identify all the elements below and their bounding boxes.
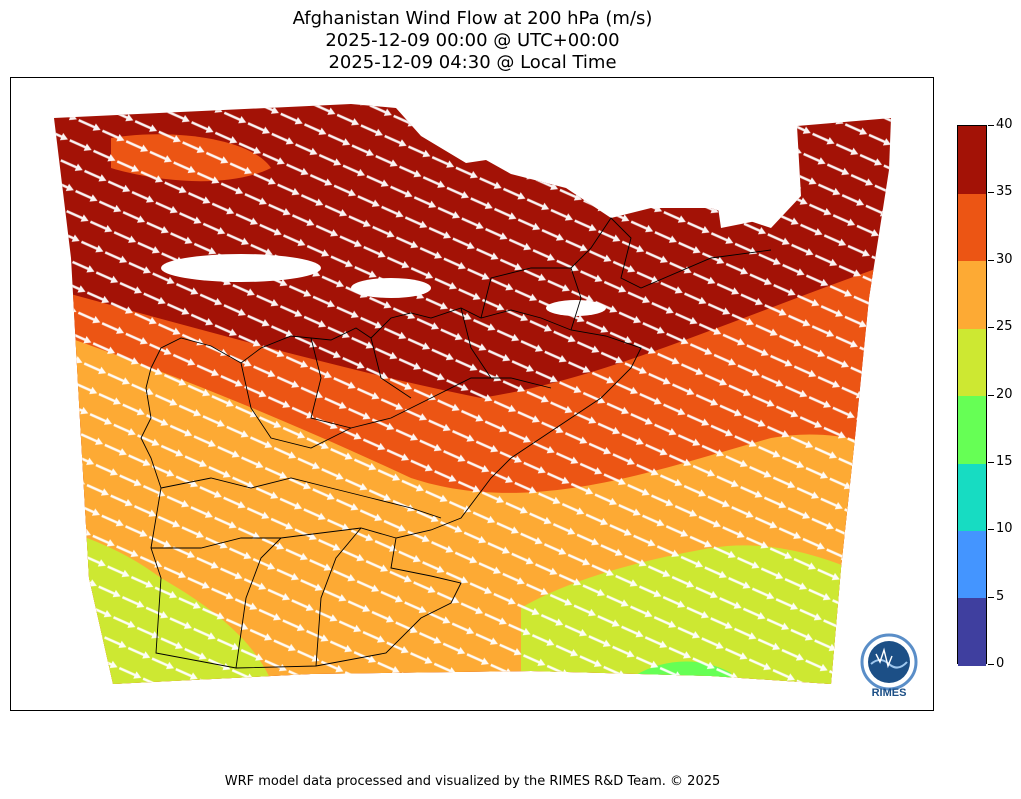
footer-credit: WRF model data processed and visualized … [224,774,721,789]
wind-speed-colorbar [957,125,987,666]
colorbar-tick-label: 25 [996,319,1013,334]
colorbar-tick [988,597,994,598]
colorbar-tick [988,327,994,328]
colorbar-segment [958,126,986,194]
colorbar-tick-label: 30 [996,252,1013,267]
colorbar-tick-label: 15 [996,454,1013,469]
colorbar-tick-label: 10 [996,521,1013,536]
colorbar-tick-label: 20 [996,387,1013,402]
colorbar-tick [988,395,994,396]
rimes-logo-icon: RIMES [856,632,922,700]
colorbar-segment [958,328,986,397]
title-line-3: 2025-12-09 04:30 @ Local Time [328,52,617,73]
colorbar-segment [958,462,986,531]
colorbar-segment [958,530,986,599]
title-line-1: Afghanistan Wind Flow at 200 hPa (m/s) [292,8,653,29]
colorbar-tick-label: 35 [996,184,1013,199]
colorbar-tick [988,260,994,261]
map-frame [10,77,934,711]
colorbar-segment [958,260,986,329]
colorbar-segment [958,193,986,262]
wind-speed-map [54,104,891,684]
colorbar-tick-label: 5 [996,589,1005,604]
colorbar-tick-label: 40 [996,117,1013,132]
wind-vector-field [54,104,891,684]
colorbar-tick [988,462,994,463]
logo-text: RIMES [872,687,907,699]
province-boundaries [140,217,772,669]
colorbar-tick [988,664,994,665]
colorbar-tick [988,529,994,530]
colorbar-tick-label: 0 [996,656,1005,671]
data-gaps [161,148,801,316]
colorbar-segment [958,395,986,464]
colorbar-segment [958,597,986,666]
colorbar-tick [988,125,994,126]
title-line-2: 2025-12-09 00:00 @ UTC+00:00 [325,30,620,51]
colorbar-tick [988,192,994,193]
